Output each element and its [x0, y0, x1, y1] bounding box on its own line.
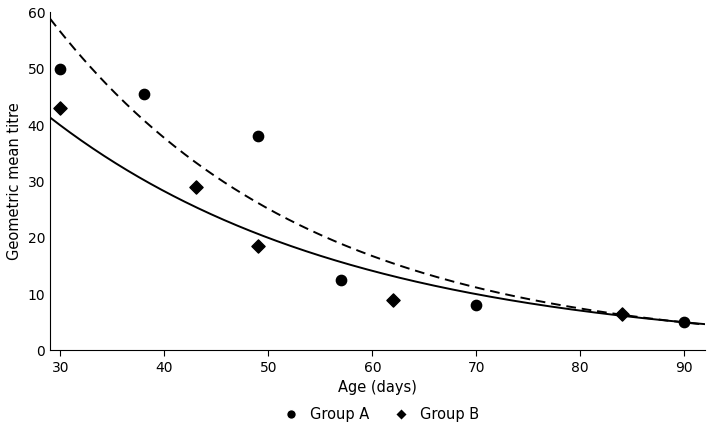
Point	[387, 296, 399, 303]
X-axis label: Age (days): Age (days)	[338, 380, 417, 396]
Point	[55, 105, 66, 112]
Point	[616, 310, 627, 317]
Point	[335, 276, 347, 283]
Legend: Group A, Group B: Group A, Group B	[271, 401, 485, 427]
Point	[679, 319, 690, 326]
Point	[55, 65, 66, 72]
Point	[471, 302, 482, 309]
Point	[252, 243, 263, 250]
Point	[252, 133, 263, 140]
Y-axis label: Geometric mean titre: Geometric mean titre	[7, 102, 22, 260]
Point	[138, 91, 150, 98]
Point	[190, 184, 201, 191]
